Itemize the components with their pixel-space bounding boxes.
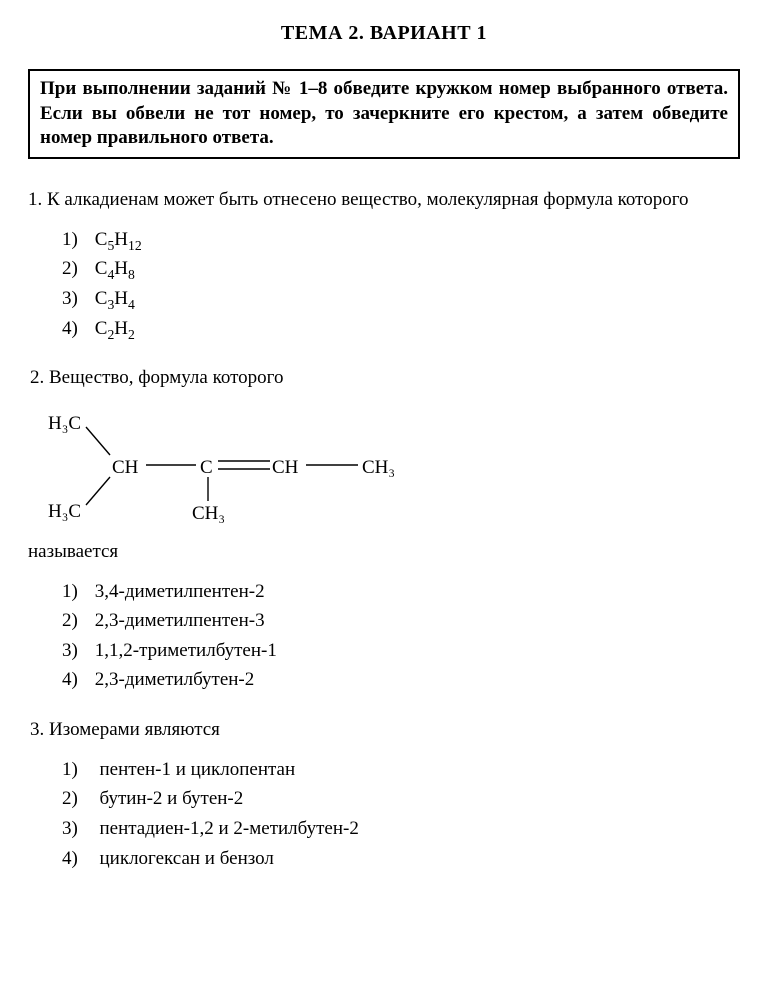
atom-ch-left: CH: [112, 455, 138, 481]
opt-num: 3): [62, 638, 90, 664]
opt-text: циклогексан и бензол: [100, 848, 274, 869]
opt-text: бутин-2 и бутен-2: [100, 788, 244, 809]
atom-c-mid: C: [200, 455, 213, 481]
opt-text: 1,1,2-триметилбутен-1: [95, 640, 277, 661]
q3-options: 1) пентен-1 и циклопентан 2) бутин-2 и б…: [28, 757, 740, 872]
opt-text: 2,3-диметилбутен-2: [95, 669, 255, 690]
opt-text: 3,4-диметилпентен-2: [95, 581, 265, 602]
opt-text: пентен-1 и циклопентан: [100, 759, 296, 780]
opt-text: 2,3-диметилпентен-3: [95, 610, 265, 631]
opt-text: пентадиен-1,2 и 2-метилбутен-2: [100, 818, 359, 839]
q3-option-3: 3) пентадиен-1,2 и 2-метилбутен-2: [62, 816, 740, 842]
opt-num: 2): [62, 608, 90, 634]
atom-ch3-below: CH₃: [192, 501, 225, 527]
opt-num: 3): [62, 286, 90, 312]
question-1: 1. К алкадиенам может быть отнесено веще…: [28, 187, 740, 341]
opt-num: 1): [62, 579, 90, 605]
atom-h3c-bot: H₃C: [48, 499, 81, 525]
q3-option-4: 4) циклогексан и бензол: [62, 846, 740, 872]
atom-ch3-right: CH₃: [362, 455, 395, 481]
q2-option-3: 3) 1,1,2-триметилбутен-1: [62, 638, 740, 664]
opt-num: 4): [62, 316, 90, 342]
formula: C4H8: [95, 258, 135, 279]
q2-options: 1) 3,4-диметилпентен-2 2) 2,3-диметилпен…: [28, 579, 740, 694]
page-title: ТЕМА 2. ВАРИАНТ 1: [28, 20, 740, 47]
opt-num: 4): [62, 846, 90, 872]
instructions-box: При выполнении заданий № 1–8 обведите кр…: [28, 69, 740, 159]
formula: C3H4: [95, 288, 135, 309]
opt-num: 1): [62, 227, 90, 253]
formula: C5H12: [95, 229, 142, 250]
opt-num: 2): [62, 786, 90, 812]
question-3: 3. Изомерами являются 1) пентен-1 и цикл…: [28, 717, 740, 871]
q1-option-4: 4) C2H2: [62, 316, 740, 342]
q3-option-1: 1) пентен-1 и циклопентан: [62, 757, 740, 783]
q1-option-1: 1) C5H12: [62, 227, 740, 253]
q2-option-4: 4) 2,3-диметилбутен-2: [62, 667, 740, 693]
q2-structure: H₃C H₃C CH C CH CH₃ CH₃: [48, 405, 428, 525]
question-2: 2. Вещество, формула которого H₃C H₃C CH…: [28, 365, 740, 693]
atom-ch-right: CH: [272, 455, 298, 481]
opt-num: 1): [62, 757, 90, 783]
atom-h3c-top: H₃C: [48, 411, 81, 437]
q1-options: 1) C5H12 2) C4H8 3) C3H4 4) C2H2: [28, 227, 740, 342]
q3-prompt: 3. Изомерами являются: [28, 717, 740, 743]
q2-after: называется: [28, 539, 740, 565]
q3-option-2: 2) бутин-2 и бутен-2: [62, 786, 740, 812]
opt-num: 4): [62, 667, 90, 693]
q1-option-2: 2) C4H8: [62, 256, 740, 282]
opt-num: 2): [62, 256, 90, 282]
q1-prompt: 1. К алкадиенам может быть отнесено веще…: [28, 187, 740, 213]
q2-option-2: 2) 2,3-диметилпентен-3: [62, 608, 740, 634]
q2-option-1: 1) 3,4-диметилпентен-2: [62, 579, 740, 605]
formula: C2H2: [95, 318, 135, 339]
q2-prompt: 2. Вещество, формула которого: [28, 365, 740, 391]
opt-num: 3): [62, 816, 90, 842]
q1-option-3: 3) C3H4: [62, 286, 740, 312]
